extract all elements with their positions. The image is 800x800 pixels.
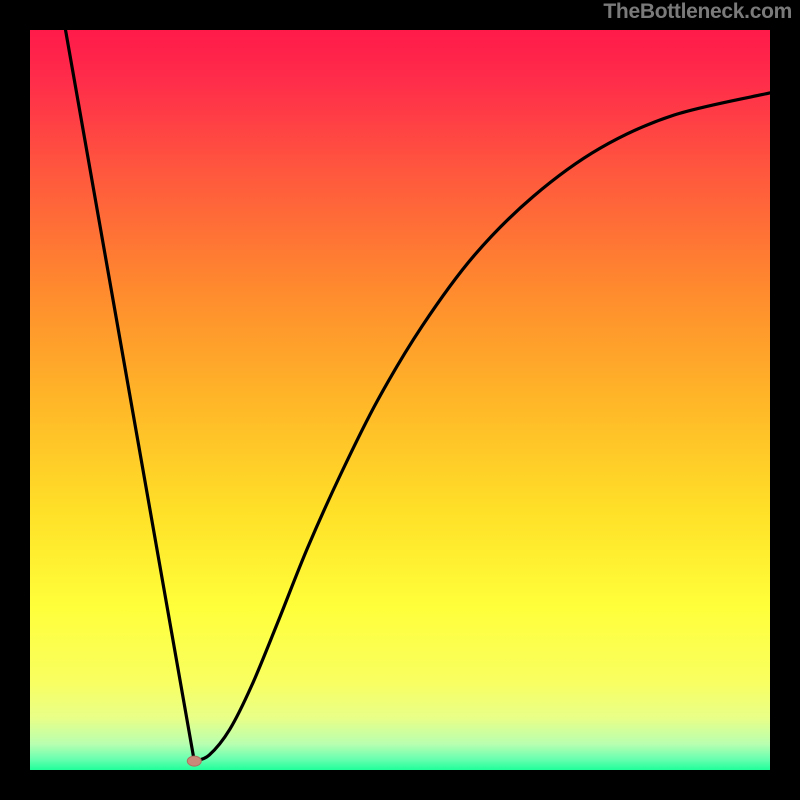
chart-container: TheBottleneck.com (0, 0, 800, 800)
gradient-background (30, 30, 770, 770)
watermark-text: TheBottleneck.com (603, 0, 792, 24)
plot-area (30, 30, 770, 770)
